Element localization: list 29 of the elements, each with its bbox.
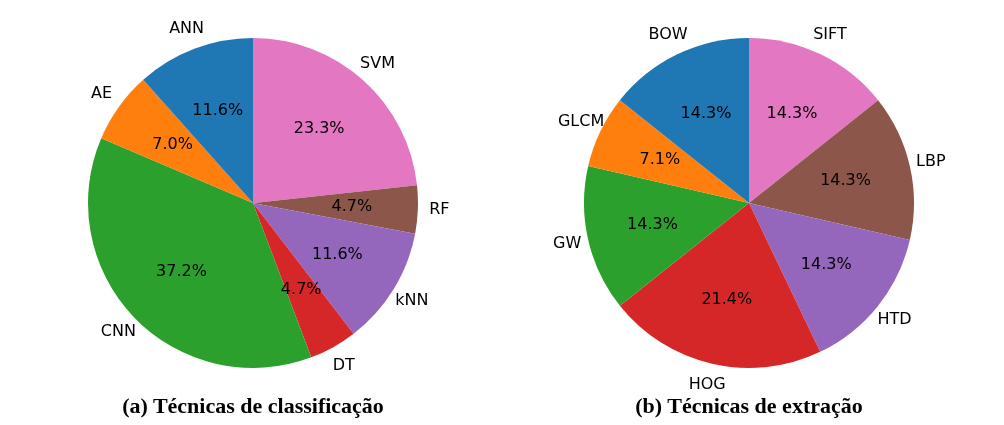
slice-label: HTD [877,308,912,328]
slice-label: LBP [916,150,946,170]
data-label: 21.4% [701,288,753,308]
data-label: 7.0% [152,134,193,154]
slice-label: SIFT [813,24,847,44]
slice-label: GLCM [557,111,605,131]
data-label: 14.3% [766,102,818,122]
slice-label: HOG [688,373,726,393]
data-label: 23.3% [293,118,345,138]
slice-label: ANN [169,17,205,37]
slice-label: SVM [360,53,395,73]
data-label: 7.1% [639,149,681,169]
data-label: 11.6% [192,99,244,119]
slice-label: DT [332,355,356,375]
data-label: 14.3% [800,254,852,274]
text: (a) Técnicas de classificação [121,393,385,419]
data-label: 4.7% [331,196,373,216]
slice-label: CNN [100,321,136,341]
data-label: 14.3% [820,170,871,190]
data-label: 37.2% [156,260,207,280]
slice-label: AE [91,83,113,103]
text: (b) Técnicas de extração [634,393,864,419]
slice-label: kNN [395,289,429,309]
data-label: 14.3% [680,102,732,122]
data-label: 14.3% [627,214,678,234]
slice-label: BOW [648,24,688,44]
slice-label: GW [553,233,582,253]
data-label: 11.6% [311,243,363,263]
slice-label: RF [429,199,450,219]
